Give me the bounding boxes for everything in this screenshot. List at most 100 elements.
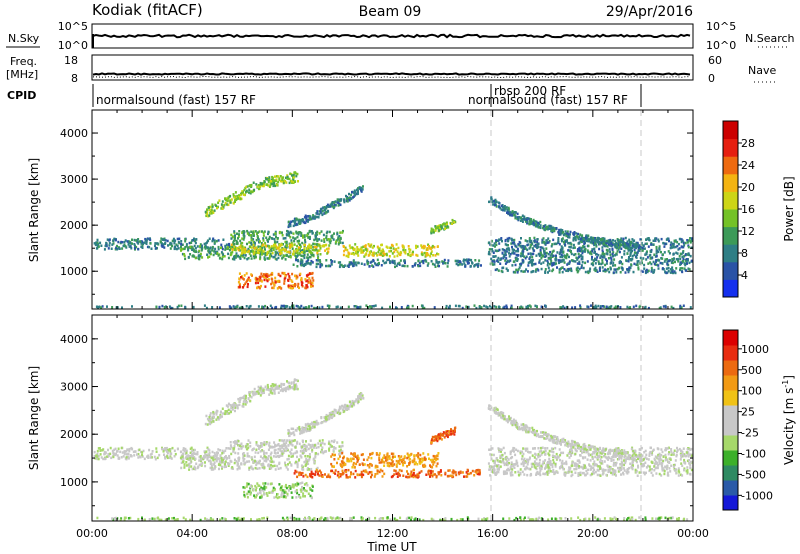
range-cell	[240, 247, 243, 251]
range-cell	[192, 448, 195, 452]
range-cell	[296, 442, 298, 445]
range-cell	[159, 240, 162, 244]
range-cell	[292, 253, 294, 256]
range-cell	[195, 462, 198, 465]
range-cell	[173, 247, 176, 251]
range-cell	[682, 250, 685, 253]
range-cell	[540, 262, 543, 265]
range-cell	[553, 229, 556, 233]
range-cell	[313, 446, 315, 449]
range-cell	[177, 247, 180, 250]
range-cell	[536, 238, 539, 241]
range-cell	[337, 457, 340, 461]
range-cell	[311, 443, 314, 447]
range-cell	[374, 262, 376, 265]
range-cell	[262, 239, 265, 242]
range-cell	[233, 447, 236, 450]
range-cell	[312, 472, 315, 476]
range-cell	[319, 208, 322, 211]
range-cell	[296, 244, 299, 248]
range-cell	[412, 250, 414, 254]
range-cell	[537, 269, 540, 272]
range-cell	[318, 306, 321, 309]
range-cell	[305, 260, 308, 264]
range-cell	[255, 441, 258, 444]
range-cell	[390, 452, 393, 455]
range-cell	[385, 245, 388, 248]
range-cell	[258, 491, 261, 494]
range-cell	[271, 278, 274, 281]
range-cell	[229, 306, 232, 309]
range-cell	[291, 244, 294, 248]
range-cell	[511, 210, 514, 214]
range-cell	[116, 306, 119, 309]
range-cell	[346, 264, 349, 268]
range-cell	[350, 252, 353, 255]
range-cell	[637, 268, 640, 271]
range-cell	[490, 239, 493, 243]
range-cell	[207, 247, 210, 251]
range-cell	[650, 262, 653, 266]
range-cell	[387, 258, 390, 261]
range-cell	[615, 244, 618, 247]
range-cell	[647, 245, 650, 248]
range-cell	[209, 252, 212, 256]
range-cell	[307, 281, 310, 284]
range-cell	[278, 249, 281, 252]
range-cell	[276, 251, 279, 254]
range-cell	[579, 304, 582, 307]
range-cell	[485, 305, 488, 308]
range-cell	[528, 304, 531, 307]
range-cell	[396, 254, 399, 258]
range-cell	[246, 452, 249, 455]
range-cell	[610, 257, 613, 261]
range-cell	[309, 215, 312, 218]
range-cell	[302, 254, 305, 258]
range-cell	[149, 242, 152, 245]
range-cell	[356, 252, 359, 255]
range-cell	[495, 249, 498, 253]
range-cell	[606, 249, 609, 252]
range-cell	[525, 218, 528, 221]
freq-trace	[92, 72, 691, 76]
range-cell	[241, 231, 244, 234]
range-cell	[245, 189, 248, 193]
range-cell	[620, 237, 623, 240]
range-cell	[232, 448, 235, 452]
range-cell	[676, 244, 679, 248]
range-cell	[326, 252, 329, 255]
range-cell	[277, 272, 280, 276]
range-cell	[635, 304, 638, 308]
range-cell	[128, 449, 131, 453]
range-cell	[420, 260, 423, 263]
range-cell	[302, 220, 305, 224]
range-cell	[647, 269, 650, 272]
range-cell	[383, 454, 386, 457]
range-cell	[437, 253, 440, 256]
range-cell	[336, 441, 339, 444]
range-cell	[125, 453, 128, 456]
range-cell	[428, 245, 430, 248]
range-cell	[399, 250, 402, 254]
range-cell	[426, 252, 429, 255]
range-cell	[240, 276, 242, 279]
range-cell	[292, 232, 295, 235]
range-cell	[514, 216, 517, 220]
range-cell	[637, 266, 640, 269]
range-cell	[595, 268, 598, 272]
range-cell	[255, 443, 258, 446]
range-cell	[374, 464, 377, 468]
range-cell	[255, 495, 257, 499]
range-cell	[291, 496, 294, 499]
range-cell	[627, 243, 630, 246]
range-cell	[529, 261, 532, 264]
range-cell	[592, 259, 595, 263]
range-cell	[222, 206, 225, 209]
range-cell	[502, 205, 504, 209]
range-cell	[246, 496, 249, 499]
range-cell	[644, 253, 647, 256]
range-cell	[400, 469, 403, 473]
range-cell	[214, 252, 217, 255]
range-cell	[538, 261, 541, 264]
range-cell	[262, 305, 265, 309]
